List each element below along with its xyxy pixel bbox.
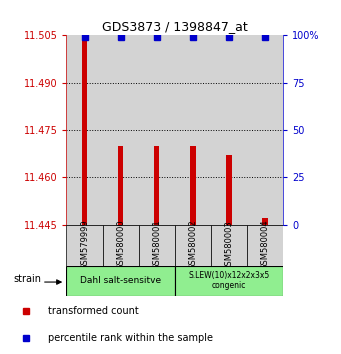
Bar bbox=[211, 225, 247, 266]
Text: GSM580003: GSM580003 bbox=[224, 220, 233, 270]
Bar bbox=[190, 146, 195, 225]
Text: GSM579999: GSM579999 bbox=[80, 220, 89, 270]
Bar bbox=[262, 218, 268, 225]
Bar bbox=[154, 146, 160, 225]
Bar bbox=[175, 266, 283, 296]
Bar bbox=[103, 225, 139, 266]
Bar bbox=[66, 35, 103, 225]
Bar bbox=[118, 146, 123, 225]
Bar bbox=[211, 35, 247, 225]
Bar bbox=[226, 155, 232, 225]
Title: GDS3873 / 1398847_at: GDS3873 / 1398847_at bbox=[102, 20, 248, 33]
Text: S.LEW(10)x12x2x3x5
congenic: S.LEW(10)x12x2x3x5 congenic bbox=[188, 271, 269, 290]
Bar bbox=[103, 35, 139, 225]
Text: GSM580004: GSM580004 bbox=[261, 220, 269, 270]
Text: Dahl salt-sensitve: Dahl salt-sensitve bbox=[80, 276, 161, 285]
Text: percentile rank within the sample: percentile rank within the sample bbox=[48, 333, 213, 343]
Text: transformed count: transformed count bbox=[48, 306, 138, 316]
Text: GSM580001: GSM580001 bbox=[152, 220, 161, 270]
Bar bbox=[247, 225, 283, 266]
Text: GSM580002: GSM580002 bbox=[188, 220, 197, 270]
Bar bbox=[66, 225, 103, 266]
Bar bbox=[175, 225, 211, 266]
Bar bbox=[139, 35, 175, 225]
Text: GSM580000: GSM580000 bbox=[116, 220, 125, 270]
Bar bbox=[82, 35, 87, 225]
Text: strain: strain bbox=[13, 274, 41, 284]
Bar bbox=[139, 225, 175, 266]
Bar bbox=[175, 35, 211, 225]
Bar bbox=[247, 35, 283, 225]
Bar bbox=[66, 266, 175, 296]
